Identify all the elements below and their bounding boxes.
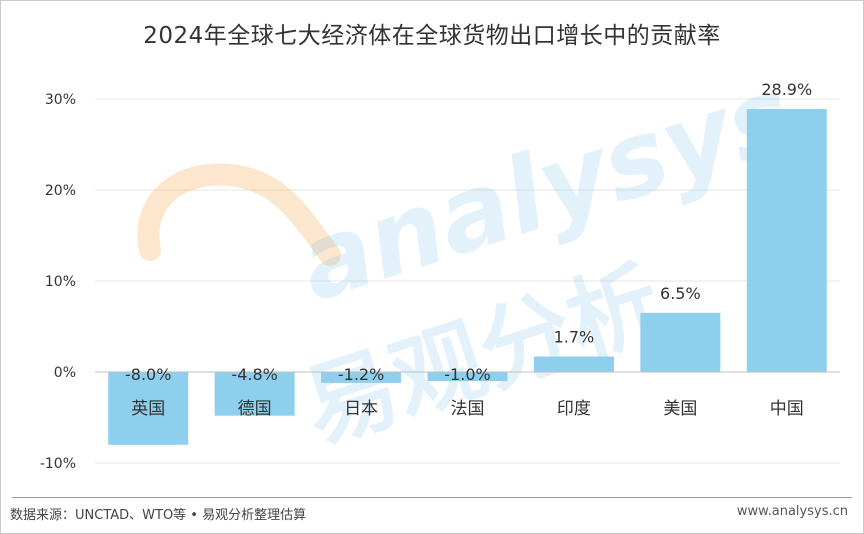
bars	[108, 109, 827, 445]
value-label: -4.8%	[231, 365, 277, 384]
value-label: 28.9%	[761, 80, 812, 99]
category-labels: 英国 德国 日本 法国 印度 美国 中国	[131, 399, 804, 419]
y-tick-label: 0%	[54, 365, 76, 381]
y-tick-label: 10%	[45, 274, 76, 290]
y-tick-label: 30%	[45, 92, 76, 108]
category-label: 美国	[663, 399, 697, 419]
value-label: -1.0%	[444, 365, 490, 384]
y-tick-label: -10%	[40, 456, 76, 472]
y-axis-ticks: -10% 0% 10% 20% 30%	[40, 92, 76, 472]
bar-0	[108, 372, 189, 445]
gridlines	[95, 98, 840, 464]
category-label: 德国	[238, 399, 272, 419]
watermark-brand-en: analysys	[285, 52, 807, 325]
category-label: 英国	[131, 399, 165, 419]
bar-2	[321, 372, 402, 383]
value-label: 6.5%	[660, 284, 701, 303]
chart-title: 2024年全球七大经济体在全球货物出口增长中的贡献率	[143, 23, 721, 49]
watermark-brand-cn: 易观分析	[291, 248, 674, 463]
source-note: 数据来源：UNCTAD、WTO等 • 易观分析整理估算	[10, 508, 307, 523]
value-label: -1.2%	[338, 365, 384, 384]
category-label: 印度	[557, 399, 591, 419]
bar-3	[427, 372, 508, 382]
category-label: 法国	[451, 399, 485, 419]
category-label: 中国	[770, 399, 804, 419]
watermark-swoosh	[137, 163, 341, 266]
value-labels: -8.0% -4.8% -1.2% -1.0% 1.7% 6.5% 28.9%	[125, 80, 812, 384]
bar-4	[533, 356, 614, 372]
value-label: 1.7%	[554, 328, 595, 347]
y-tick-label: 20%	[45, 183, 76, 199]
bar-6	[746, 109, 827, 372]
footer-divider	[12, 497, 852, 498]
bar-1	[214, 372, 295, 416]
website-link[interactable]: www.analysys.cn	[736, 504, 848, 519]
category-label: 日本	[344, 399, 378, 419]
bar-5	[640, 312, 721, 372]
value-label: -8.0%	[125, 365, 171, 384]
